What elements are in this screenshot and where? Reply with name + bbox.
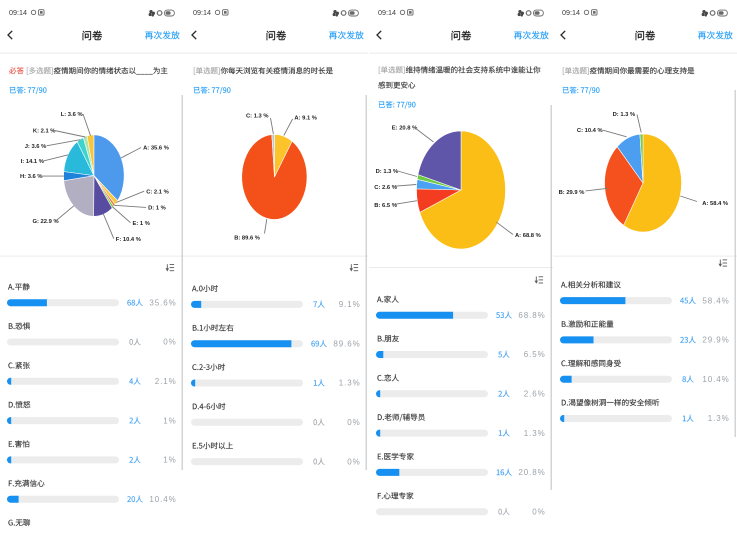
svg-text:58.4%: 58.4% (702, 296, 729, 305)
svg-text:6.5%: 6.5% (524, 350, 546, 359)
svg-text:K: 2.1 %: K: 2.1 % (33, 129, 56, 135)
svg-text:A: 9.1 %: A: 9.1 % (294, 115, 317, 121)
svg-text:E: 1 %: E: 1 % (133, 221, 150, 227)
svg-text:0%: 0% (163, 338, 176, 347)
svg-text:10.4%: 10.4% (702, 375, 729, 384)
svg-text:D: 1.3 %: D: 1.3 % (613, 112, 636, 118)
svg-text:0%: 0% (532, 507, 545, 516)
svg-text:D: 1.3 %: D: 1.3 % (376, 169, 399, 175)
svg-text:89.6%: 89.6% (333, 339, 360, 348)
svg-text:1%: 1% (163, 416, 176, 425)
svg-text:2.1%: 2.1% (155, 377, 177, 386)
svg-text:H: 3.6 %: H: 3.6 % (20, 174, 43, 180)
svg-text:1.3%: 1.3% (708, 414, 730, 423)
svg-text:09:14: 09:14 (378, 8, 396, 17)
svg-text:09:14: 09:14 (9, 8, 27, 17)
svg-text:E: 20.8 %: E: 20.8 % (392, 126, 417, 132)
svg-text:35.6%: 35.6% (149, 298, 176, 307)
svg-text:9.1%: 9.1% (339, 300, 361, 309)
svg-text:C: 1.3 %: C: 1.3 % (246, 113, 269, 119)
svg-text:D: 1 %: D: 1 % (148, 206, 166, 212)
svg-text:10.4%: 10.4% (149, 495, 176, 504)
svg-text:L: 3.6 %: L: 3.6 % (61, 112, 83, 118)
svg-text:J: 3.6 %: J: 3.6 % (25, 144, 47, 150)
svg-text:09:14: 09:14 (562, 8, 580, 17)
svg-text:A: 58.4 %: A: 58.4 % (702, 201, 728, 207)
svg-text:1.3%: 1.3% (339, 379, 361, 388)
svg-text:F: 10.4 %: F: 10.4 % (116, 237, 141, 243)
svg-text:1.3%: 1.3% (524, 429, 546, 438)
svg-text:C: 10.4 %: C: 10.4 % (577, 128, 603, 134)
svg-text:B: 89.6 %: B: 89.6 % (234, 236, 260, 242)
svg-text:C: 2.6 %: C: 2.6 % (374, 185, 397, 191)
svg-text:B: 29.9 %: B: 29.9 % (559, 190, 585, 196)
svg-text:A: 35.6 %: A: 35.6 % (143, 146, 169, 152)
svg-text:09:14: 09:14 (193, 8, 211, 17)
svg-text:I: 14.1 %: I: 14.1 % (21, 159, 44, 165)
svg-text:A: 68.8 %: A: 68.8 % (515, 233, 541, 239)
svg-text:20.8%: 20.8% (518, 468, 545, 477)
svg-text:68.8%: 68.8% (518, 311, 545, 320)
svg-text:G: 22.9 %: G: 22.9 % (33, 219, 59, 225)
svg-text:2.6%: 2.6% (524, 390, 546, 399)
svg-text:B: 6.5 %: B: 6.5 % (374, 203, 397, 209)
svg-text:29.9%: 29.9% (702, 336, 729, 345)
svg-text:C: 2.1 %: C: 2.1 % (146, 189, 169, 195)
svg-text:0%: 0% (347, 418, 360, 427)
svg-text:0%: 0% (347, 457, 360, 466)
svg-text:1%: 1% (163, 456, 176, 465)
